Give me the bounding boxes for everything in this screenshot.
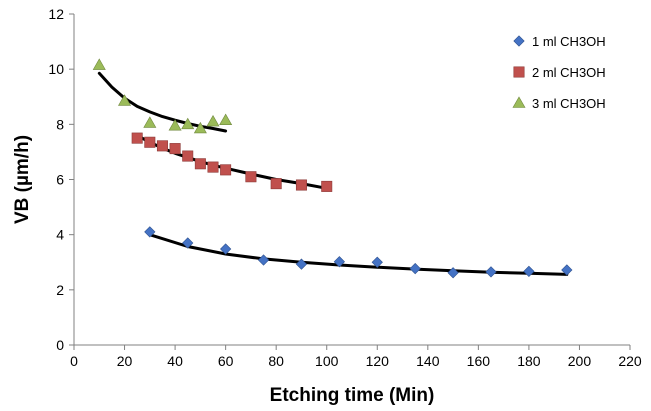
data-point-series-1 — [182, 237, 194, 249]
y-tick-label: 6 — [56, 172, 64, 188]
y-tick-label: 0 — [56, 337, 64, 353]
legend-marker-series-3 — [512, 96, 526, 108]
x-tick-label: 20 — [117, 353, 133, 369]
data-point-series-1 — [295, 258, 308, 270]
data-point-series-2 — [144, 136, 156, 148]
data-point-series-3 — [143, 116, 157, 128]
x-tick-label: 120 — [366, 353, 390, 369]
y-tick-label: 12 — [48, 6, 64, 22]
x-tick-label: 220 — [618, 353, 642, 369]
data-point-series-2 — [295, 179, 307, 191]
x-axis-title: Etching time (Min) — [270, 385, 435, 406]
y-tick-label: 4 — [56, 227, 64, 243]
data-point-series-1 — [333, 256, 345, 268]
y-tick-label: 10 — [48, 61, 64, 77]
legend-marker-series-1 — [513, 35, 525, 47]
x-tick-label: 80 — [268, 353, 284, 369]
y-tick-label: 8 — [56, 116, 64, 132]
legend-label-series-1: 1 ml CH3OH — [532, 34, 606, 49]
data-point-series-2 — [169, 143, 181, 155]
data-point-series-3 — [206, 114, 220, 127]
y-tick-label: 2 — [56, 282, 64, 298]
x-tick-label: 200 — [568, 353, 592, 369]
data-point-series-3 — [168, 119, 182, 131]
data-point-series-1 — [371, 256, 383, 268]
data-point-series-3 — [193, 121, 207, 134]
data-point-series-1 — [409, 262, 421, 275]
data-point-series-2 — [156, 140, 168, 152]
data-point-series-1 — [144, 226, 156, 238]
data-point-series-1 — [561, 264, 573, 276]
plot-area — [73, 14, 630, 346]
data-point-series-1 — [523, 265, 535, 277]
x-tick-label: 180 — [517, 353, 541, 369]
trendline-series-1 — [148, 233, 569, 276]
x-tick-label: 60 — [218, 353, 234, 369]
legend-marker-series-2 — [513, 66, 525, 78]
data-point-series-1 — [257, 254, 270, 266]
x-tick-label: 40 — [167, 353, 183, 369]
data-point-series-2 — [131, 132, 143, 144]
legend-label-series-3: 3 ml CH3OH — [532, 96, 606, 111]
y-axis-ticks: 0 2 4 6 8 10 12 — [48, 6, 74, 353]
data-point-series-2 — [270, 178, 282, 190]
trendlines — [97, 71, 569, 276]
data-point-series-2 — [245, 171, 257, 183]
legend-label-series-2: 2 ml CH3OH — [532, 65, 606, 80]
data-point-series-2 — [220, 164, 232, 176]
x-tick-label: 160 — [467, 353, 491, 369]
y-axis-title: VB (µm/h) — [12, 135, 33, 224]
data-point-series-1 — [220, 243, 232, 255]
data-point-series-1 — [447, 267, 459, 279]
data-point-series-3 — [118, 94, 132, 106]
data-point-series-2 — [321, 180, 333, 192]
x-tick-label: 0 — [70, 353, 78, 369]
data-point-series-3 — [181, 117, 195, 130]
x-axis-ticks: 0 20 40 60 80 100 120 140 160 180 200 220 — [70, 345, 642, 369]
data-point-series-2 — [182, 150, 194, 162]
data-point-series-3 — [219, 113, 233, 125]
data-point-series-2 — [194, 158, 206, 170]
data-markers — [92, 58, 573, 279]
x-tick-label: 100 — [315, 353, 339, 369]
x-tick-label: 140 — [416, 353, 440, 369]
legend: 1 ml CH3OH 2 ml CH3OH 3 ml CH3OH — [512, 34, 606, 111]
trendline-series-3 — [97, 71, 228, 133]
data-point-series-3 — [92, 58, 106, 70]
data-point-series-2 — [207, 161, 219, 173]
data-point-series-1 — [485, 266, 497, 278]
